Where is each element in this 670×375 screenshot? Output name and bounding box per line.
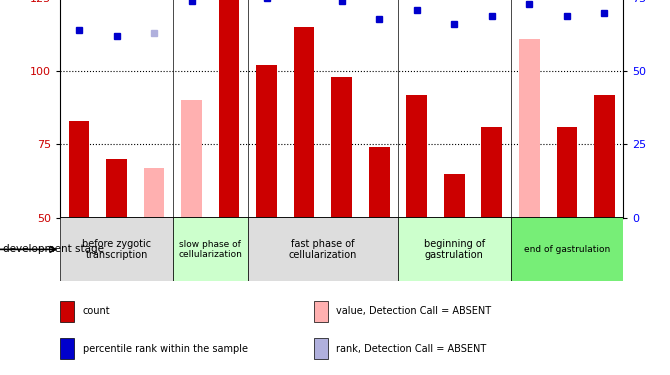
Bar: [60, 338, 74, 359]
Bar: [248, 217, 398, 281]
Bar: [69, 121, 89, 218]
Bar: [519, 39, 539, 218]
Text: before zygotic
transcription: before zygotic transcription: [82, 238, 151, 260]
Bar: [60, 301, 74, 322]
Text: slow phase of
cellularization: slow phase of cellularization: [178, 240, 243, 259]
Bar: [444, 174, 464, 217]
Text: count: count: [83, 306, 111, 316]
Bar: [369, 147, 389, 218]
Text: beginning of
gastrulation: beginning of gastrulation: [423, 238, 485, 260]
Bar: [594, 94, 614, 218]
Bar: [557, 127, 577, 218]
Bar: [482, 127, 502, 218]
Text: development stage: development stage: [3, 244, 105, 254]
Text: fast phase of
cellularization: fast phase of cellularization: [289, 238, 357, 260]
Bar: [294, 27, 314, 218]
Bar: [60, 217, 173, 281]
Bar: [314, 338, 328, 359]
Bar: [257, 65, 277, 218]
Bar: [182, 100, 202, 218]
Text: end of gastrulation: end of gastrulation: [524, 245, 610, 254]
Bar: [332, 77, 352, 218]
Bar: [173, 217, 248, 281]
Bar: [107, 159, 127, 218]
Bar: [398, 217, 511, 281]
Text: percentile rank within the sample: percentile rank within the sample: [83, 344, 248, 354]
Bar: [511, 217, 623, 281]
Bar: [407, 94, 427, 218]
Bar: [219, 0, 239, 217]
Bar: [144, 168, 164, 217]
Text: rank, Detection Call = ABSENT: rank, Detection Call = ABSENT: [336, 344, 486, 354]
Text: value, Detection Call = ABSENT: value, Detection Call = ABSENT: [336, 306, 491, 316]
Bar: [314, 301, 328, 322]
